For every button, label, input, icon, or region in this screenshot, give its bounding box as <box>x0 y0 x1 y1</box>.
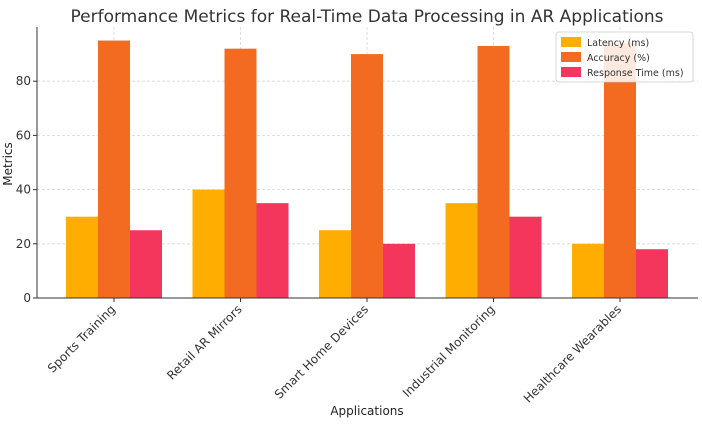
legend-swatch <box>561 67 581 77</box>
bar-latency-0 <box>66 216 98 298</box>
bar-response-0 <box>130 230 162 298</box>
y-tick-label: 20 <box>16 237 31 251</box>
legend-label: Latency (ms) <box>587 38 649 49</box>
bar-response-2 <box>383 243 415 298</box>
legend-box <box>555 31 694 83</box>
legend-swatch <box>561 52 581 62</box>
bar-latency-1 <box>192 189 225 298</box>
legend-label: Accuracy (%) <box>587 53 650 64</box>
bar-response-4 <box>636 249 668 298</box>
y-tick-label: 60 <box>16 128 31 142</box>
bar-latency-3 <box>445 203 478 298</box>
x-axis-label: Applications <box>330 404 403 418</box>
y-axis-label: Metrics <box>1 142 15 186</box>
bar-accuracy-0 <box>98 40 130 299</box>
bar-latency-4 <box>572 243 604 298</box>
legend: Latency (ms) Accuracy (%) Response Time (m… <box>555 31 694 83</box>
bar-accuracy-4 <box>604 43 636 299</box>
y-tick-label: 0 <box>23 291 31 305</box>
legend-label: Response Time (ms) <box>587 68 684 79</box>
legend-swatch <box>561 37 581 47</box>
chart-title: Performance Metrics for Real-Time Data P… <box>70 7 663 27</box>
bar-response-3 <box>509 216 542 298</box>
bar-response-1 <box>256 203 289 298</box>
bars <box>66 40 668 299</box>
y-tick-label: 80 <box>16 74 31 88</box>
bar-accuracy-3 <box>477 45 510 298</box>
bar-accuracy-1 <box>224 48 257 299</box>
bar-accuracy-2 <box>351 54 383 298</box>
bar-latency-2 <box>319 230 351 298</box>
y-tick-label: 40 <box>16 183 31 197</box>
axes <box>33 27 698 302</box>
